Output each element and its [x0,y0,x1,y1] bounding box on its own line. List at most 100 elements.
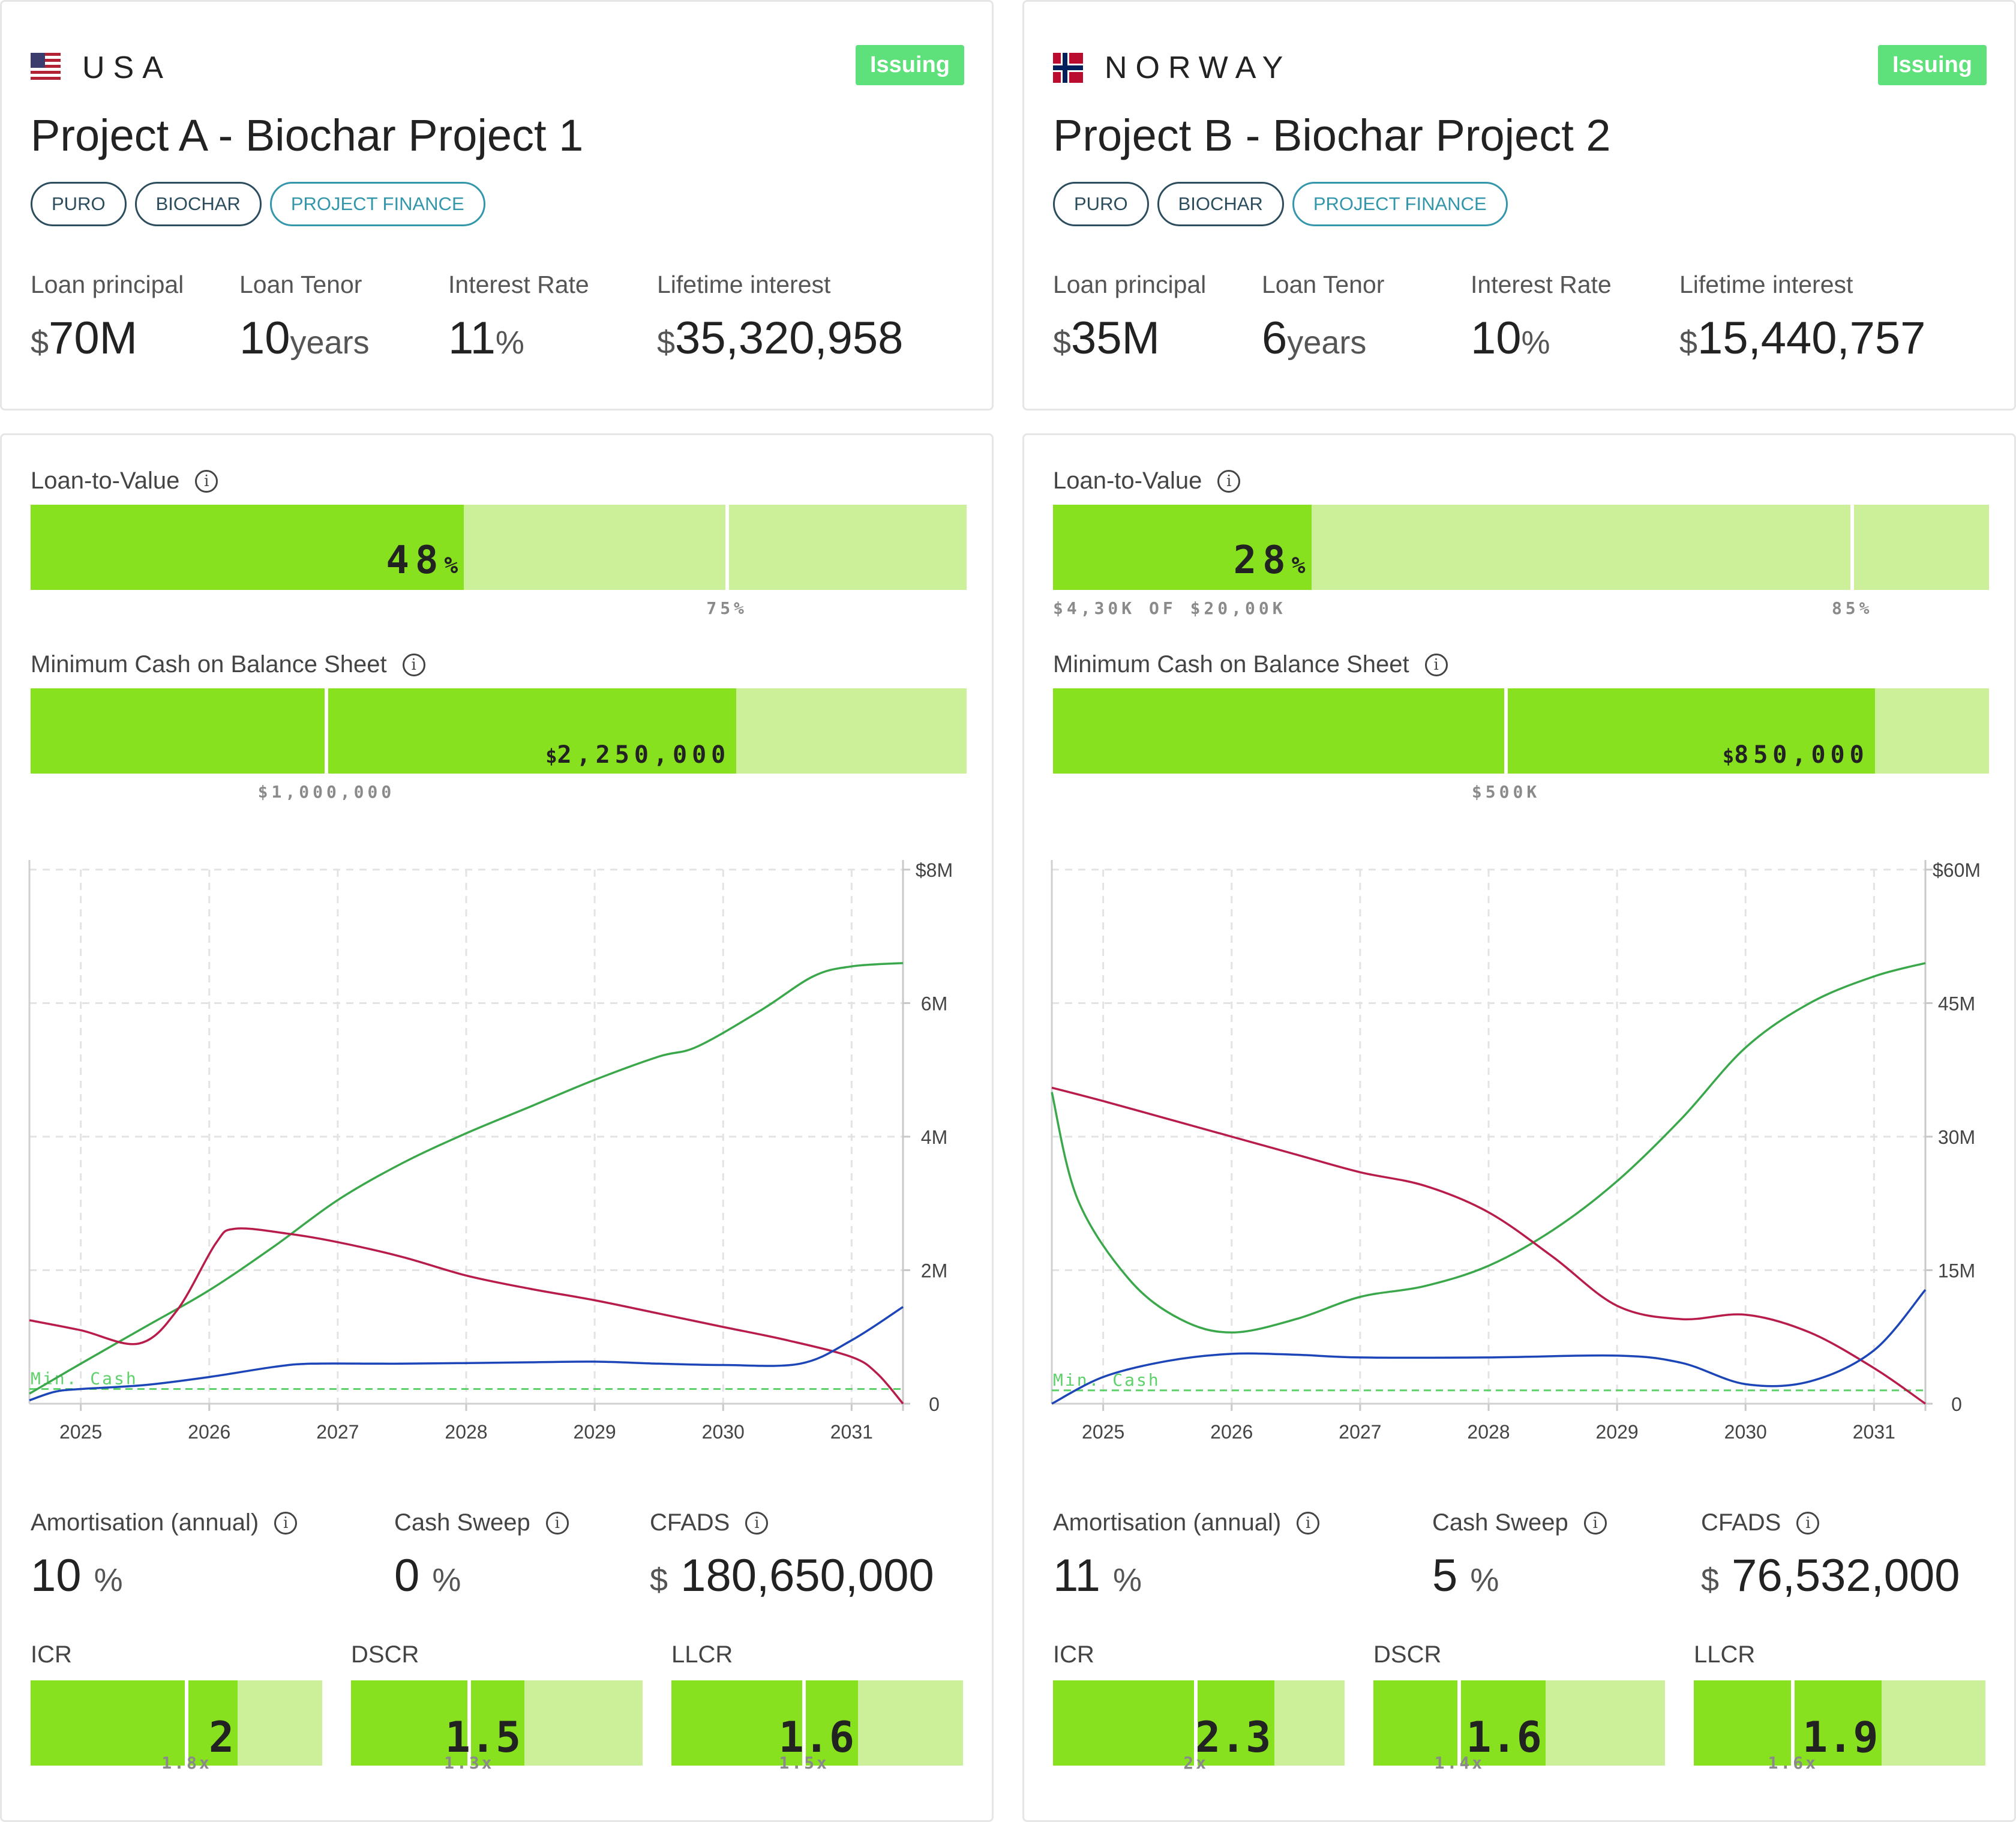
y-tick-label: 0 [1951,1394,1962,1415]
cash-sweep-value: 0 [394,1550,420,1601]
x-tick-label: 2027 [316,1421,359,1443]
x-tick-label: 2027 [1339,1421,1381,1443]
ltv-label-row: Loan-to-Value i [31,468,218,495]
dscr-bar: 1.5 [351,1680,643,1766]
dscr-ratio: DSCR 1.5 1.3x [351,1641,643,1773]
llcr-bar-fill [1694,1680,1882,1766]
icr-bar: 2 [31,1680,322,1766]
min-cash-threshold-marker [324,688,328,774]
info-icon[interactable]: i [402,653,425,676]
status-badge: Issuing [1877,45,1987,85]
icr-ratio: ICR 2 1.8x [31,1641,322,1773]
min-cash-label-row: Minimum Cash on Balance Sheet i [1053,651,1448,678]
norway-flag-icon [1053,53,1083,83]
country-row: NORWAY [1053,50,1291,86]
status-badge: Issuing [855,45,964,85]
min-cash-label: Minimum Cash on Balance Sheet [1053,651,1409,678]
dscr-bar: 1.6 [1373,1680,1665,1766]
project-b-metrics-card: Loan-to-Value i 28% $4,30K OF $20,00K 85… [1022,433,2016,1822]
ltv-bar: 48% [31,505,967,590]
x-tick-label: 2025 [59,1421,102,1443]
llcr-bar: 1.6 [671,1680,963,1766]
tenor-unit: years [290,325,370,361]
tag-puro[interactable]: PURO [1053,182,1149,226]
interest-rate-value: 10 [1471,313,1522,364]
loan-principal-value: 35M [1071,313,1160,364]
info-icon[interactable]: i [1583,1511,1607,1535]
tag-biochar[interactable]: BIOCHAR [134,182,262,226]
info-icon[interactable]: i [274,1511,298,1535]
cash-flow-chart[interactable]: $60M 45M 30M 15M 0 2025 2026 2027 2028 2029 2030 20… [1036,848,2008,1472]
min-cash-value: $850,000 [1722,741,1869,769]
ltv-label-row: Loan-to-Value i [1053,468,1241,495]
dscr-label: DSCR [1373,1641,1442,1668]
cfads-metric: CFADS i $ 76,532,000 [1701,1509,1960,1602]
tag-project-finance[interactable]: PROJECT FINANCE [269,182,485,226]
llcr-threshold-marker [802,1680,806,1766]
info-icon[interactable]: i [195,469,218,493]
ltv-value: 28% [1233,538,1306,583]
lifetime-interest-label: Lifetime interest [657,271,831,298]
info-icon[interactable]: i [1796,1511,1820,1535]
rate-unit: % [495,325,524,361]
info-icon[interactable]: i [1424,653,1448,676]
x-tick-label: 2029 [574,1421,616,1443]
x-tick-label: 2031 [830,1421,873,1443]
percent-unit: % [94,1562,123,1598]
min-cash-bar-fill [31,688,737,774]
tag-biochar[interactable]: BIOCHAR [1157,182,1284,226]
info-icon[interactable]: i [745,1511,769,1535]
info-icon[interactable]: i [1217,469,1241,493]
icr-bar-fill [1053,1680,1275,1766]
country-name: USA [82,50,172,85]
project-title[interactable]: Project B - Biochar Project 2 [1053,110,1611,160]
icr-value: 2.3 [1195,1713,1271,1762]
dscr-ratio: DSCR 1.6 1.4x [1373,1641,1665,1773]
amortisation-label: Amortisation (annual) [1053,1509,1282,1536]
min-cash-bar: $850,000 [1053,688,1989,774]
icr-threshold-label: 1.8x [161,1753,212,1773]
llcr-label: LLCR [671,1641,733,1668]
min-cash-bar: $2,250,000 [31,688,967,774]
ltv-threshold-marker [725,505,729,590]
y-tick-label: 2M [921,1260,947,1282]
cash-sweep-label: Cash Sweep [1432,1509,1568,1536]
country-row: USA [31,50,172,86]
project-title[interactable]: Project A - Biochar Project 1 [31,110,584,160]
tag-project-finance[interactable]: PROJECT FINANCE [1292,182,1508,226]
min-cash-threshold-label: $1,000,000 [257,782,395,802]
icr-label: ICR [31,1641,72,1668]
loan-principal-label: Loan principal [1053,271,1207,298]
project-a-header-card[interactable]: USA Issuing Project A - Biochar Project … [0,0,994,410]
x-tick-label: 2026 [1210,1421,1253,1443]
percent-unit: % [432,1562,461,1598]
lifetime-interest-value: 35,320,958 [675,313,904,364]
cash-flow-chart[interactable]: $8M 6M 4M 2M 0 2025 2026 2027 2028 2029 2030 2031 Mi… [14,848,986,1472]
y-tick-label: $60M [1933,859,1981,881]
series-line-green [1051,962,1926,1334]
llcr-ratio: LLCR 1.9 1.6x [1694,1641,1985,1773]
llcr-bar: 1.9 [1694,1680,1985,1766]
dscr-label: DSCR [351,1641,419,1668]
interest-rate-label: Interest Rate [1471,271,1612,298]
percent-unit: % [1470,1562,1499,1598]
y-tick-label: 0 [929,1394,940,1415]
ltv-bar-fill [1053,505,1312,590]
loan-tenor-stat: Loan Tenor 6years [1262,271,1384,364]
project-b-header-card[interactable]: NORWAY Issuing Project B - Biochar Proje… [1022,0,2016,410]
icr-ratio: ICR 2.3 2x [1053,1641,1345,1773]
tag-puro[interactable]: PURO [31,182,127,226]
y-tick-label: 30M [1938,1126,1975,1148]
y-tick-label: $8M [916,859,953,881]
info-icon[interactable]: i [1297,1511,1320,1535]
loan-principal-stat: Loan principal $35M [1053,271,1206,364]
loan-tenor-label: Loan Tenor [239,271,362,298]
ltv-label: Loan-to-Value [1053,468,1202,494]
llcr-label: LLCR [1694,1641,1756,1668]
llcr-value: 1.9 [1802,1713,1879,1762]
ltv-amount-label: $4,30K OF $20,00K [1053,598,1286,618]
ltv-threshold-label: 75% [706,598,748,618]
usa-flag-icon [31,53,61,83]
series-line-blue [1051,1288,1927,1405]
info-icon[interactable]: i [545,1511,569,1535]
